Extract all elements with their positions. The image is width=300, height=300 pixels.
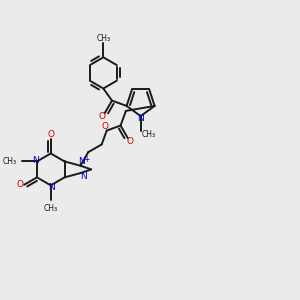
Text: O: O (102, 122, 109, 131)
Text: N: N (78, 157, 85, 166)
Text: O: O (99, 112, 106, 122)
Text: CH₃: CH₃ (44, 204, 58, 213)
Text: +: + (83, 155, 90, 164)
Text: N: N (137, 114, 144, 123)
Text: CH₃: CH₃ (96, 34, 110, 43)
Text: N: N (48, 183, 55, 192)
Text: CH₃: CH₃ (3, 157, 17, 166)
Text: O: O (127, 137, 134, 146)
Text: N: N (32, 156, 39, 165)
Text: N: N (80, 172, 87, 181)
Text: O: O (47, 130, 54, 139)
Text: CH₃: CH₃ (142, 130, 156, 139)
Text: O: O (16, 180, 23, 189)
